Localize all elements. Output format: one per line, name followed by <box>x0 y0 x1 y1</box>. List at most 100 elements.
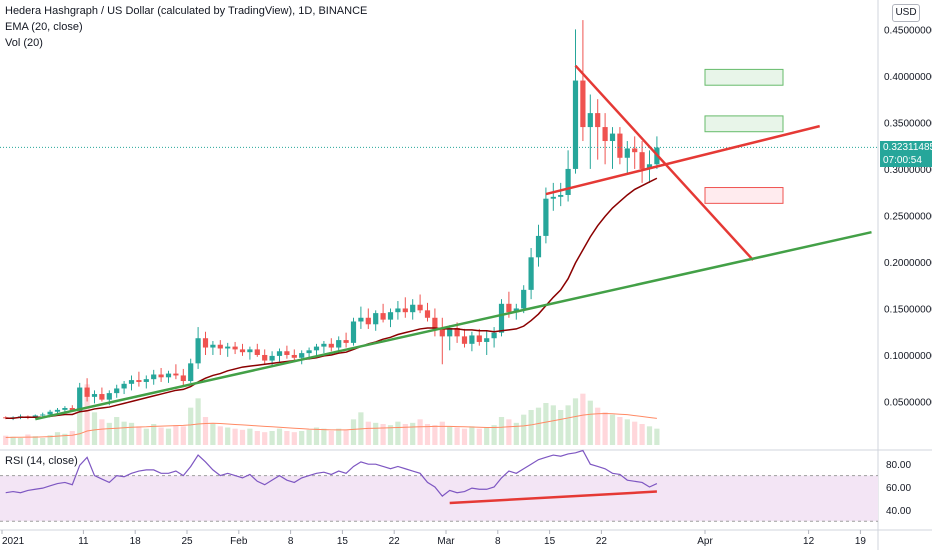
volume-bar <box>143 428 149 445</box>
time-tick-label: 15 <box>544 536 556 547</box>
price-tick-label: 0.45000000 <box>884 25 932 36</box>
volume-bar <box>232 428 238 445</box>
volume-bar <box>17 438 24 445</box>
candle-body <box>180 375 186 382</box>
candle-body <box>469 335 475 344</box>
volume-bar <box>210 424 216 445</box>
time-tick-label: 25 <box>181 536 193 547</box>
volume-bar <box>276 428 283 445</box>
time-tick-label: 2021 <box>2 536 25 547</box>
candle-body <box>276 351 283 356</box>
volume-bar <box>25 434 31 445</box>
volume-bar <box>151 424 157 445</box>
candle-body <box>646 164 653 169</box>
candle-body <box>313 346 320 351</box>
volume-bar <box>262 432 268 445</box>
ema-legend[interactable]: EMA (20, close) <box>5 21 83 33</box>
vol-legend[interactable]: Vol (20) <box>5 37 43 49</box>
rsi-tick-label: 60.00 <box>886 483 911 494</box>
volume-bar <box>439 421 445 445</box>
volume-bar <box>128 422 135 445</box>
candle-body <box>572 80 579 169</box>
rsi-tick-label: 40.00 <box>886 506 911 517</box>
volume-bar <box>217 426 223 445</box>
volume-bar <box>84 384 90 445</box>
candle-body <box>432 317 438 329</box>
volume-bar <box>269 431 275 445</box>
candle-body <box>321 343 327 347</box>
volume-bar <box>299 431 305 445</box>
volume-bar <box>646 426 653 445</box>
candle-body <box>306 350 312 354</box>
candle-body <box>580 80 586 128</box>
volume-bar <box>158 427 164 445</box>
volume-bar <box>558 410 564 445</box>
rsi-legend[interactable]: RSI (14, close) <box>5 455 78 467</box>
volume-bar <box>313 427 320 445</box>
volume-bar <box>336 428 342 445</box>
volume-bar <box>565 405 571 445</box>
price-tick-label: 0.20000000 <box>884 258 932 269</box>
candle-body <box>151 374 157 380</box>
volume-bar <box>543 403 549 445</box>
volume-bar <box>195 398 201 445</box>
volume-bar <box>40 438 46 445</box>
candle-body <box>225 346 231 349</box>
candle-body <box>521 289 527 309</box>
volume-bar <box>380 424 386 445</box>
currency-button[interactable]: USD <box>892 4 920 22</box>
candle-body <box>269 355 275 361</box>
target-box <box>704 68 784 86</box>
volume-bar <box>106 422 112 445</box>
candle-body <box>550 196 556 199</box>
rsi-line <box>5 449 658 497</box>
volume-bar <box>632 421 638 445</box>
volume-bar <box>225 427 231 445</box>
price-tick-label: 0.35000000 <box>884 118 932 129</box>
candle-body <box>136 380 142 382</box>
price-tick-label: 0.15000000 <box>884 304 932 315</box>
volume-bar <box>424 424 431 445</box>
candle-body <box>587 113 593 128</box>
volume-bar <box>350 419 357 445</box>
volume-bar <box>550 405 556 445</box>
volume-bar <box>321 428 327 445</box>
candle-body <box>69 408 75 411</box>
volume-bar <box>484 427 490 445</box>
volume-bar <box>114 417 120 445</box>
volume-bar <box>91 412 98 445</box>
volume-bar <box>387 425 394 445</box>
candle-body <box>609 133 616 142</box>
rsi-band <box>0 475 878 522</box>
volume-bar <box>202 417 209 445</box>
volume-bar <box>506 419 512 445</box>
candle-body <box>558 194 564 197</box>
trendline <box>574 64 755 261</box>
candle-body <box>461 336 468 344</box>
candle-body <box>40 414 46 416</box>
candle-body <box>47 411 53 415</box>
price-tick-label: 0.30000000 <box>884 165 932 176</box>
candle-body <box>476 335 482 342</box>
candle-body <box>99 394 105 400</box>
volume-bar <box>617 417 623 445</box>
price-tick-label: 0.40000000 <box>884 72 932 83</box>
candle-body <box>565 168 571 195</box>
volume-bar <box>624 419 630 445</box>
target-box <box>704 187 784 204</box>
volume-bar <box>587 400 593 445</box>
volume-bar <box>99 419 105 445</box>
trendline <box>35 230 872 421</box>
time-tick-label: 19 <box>855 536 867 547</box>
volume-bar <box>365 421 371 445</box>
volume-bar <box>402 424 408 445</box>
symbol-legend[interactable]: Hedera Hashgraph / US Dollar (calculated… <box>5 5 368 17</box>
time-tick-label: 11 <box>78 536 89 547</box>
volume-bar <box>62 433 68 445</box>
time-tick-label: Apr <box>697 536 713 547</box>
rsi-tick-label: 80.00 <box>886 460 911 471</box>
candle-body <box>417 304 423 311</box>
candle-body <box>84 387 90 397</box>
candle-body <box>210 344 216 348</box>
